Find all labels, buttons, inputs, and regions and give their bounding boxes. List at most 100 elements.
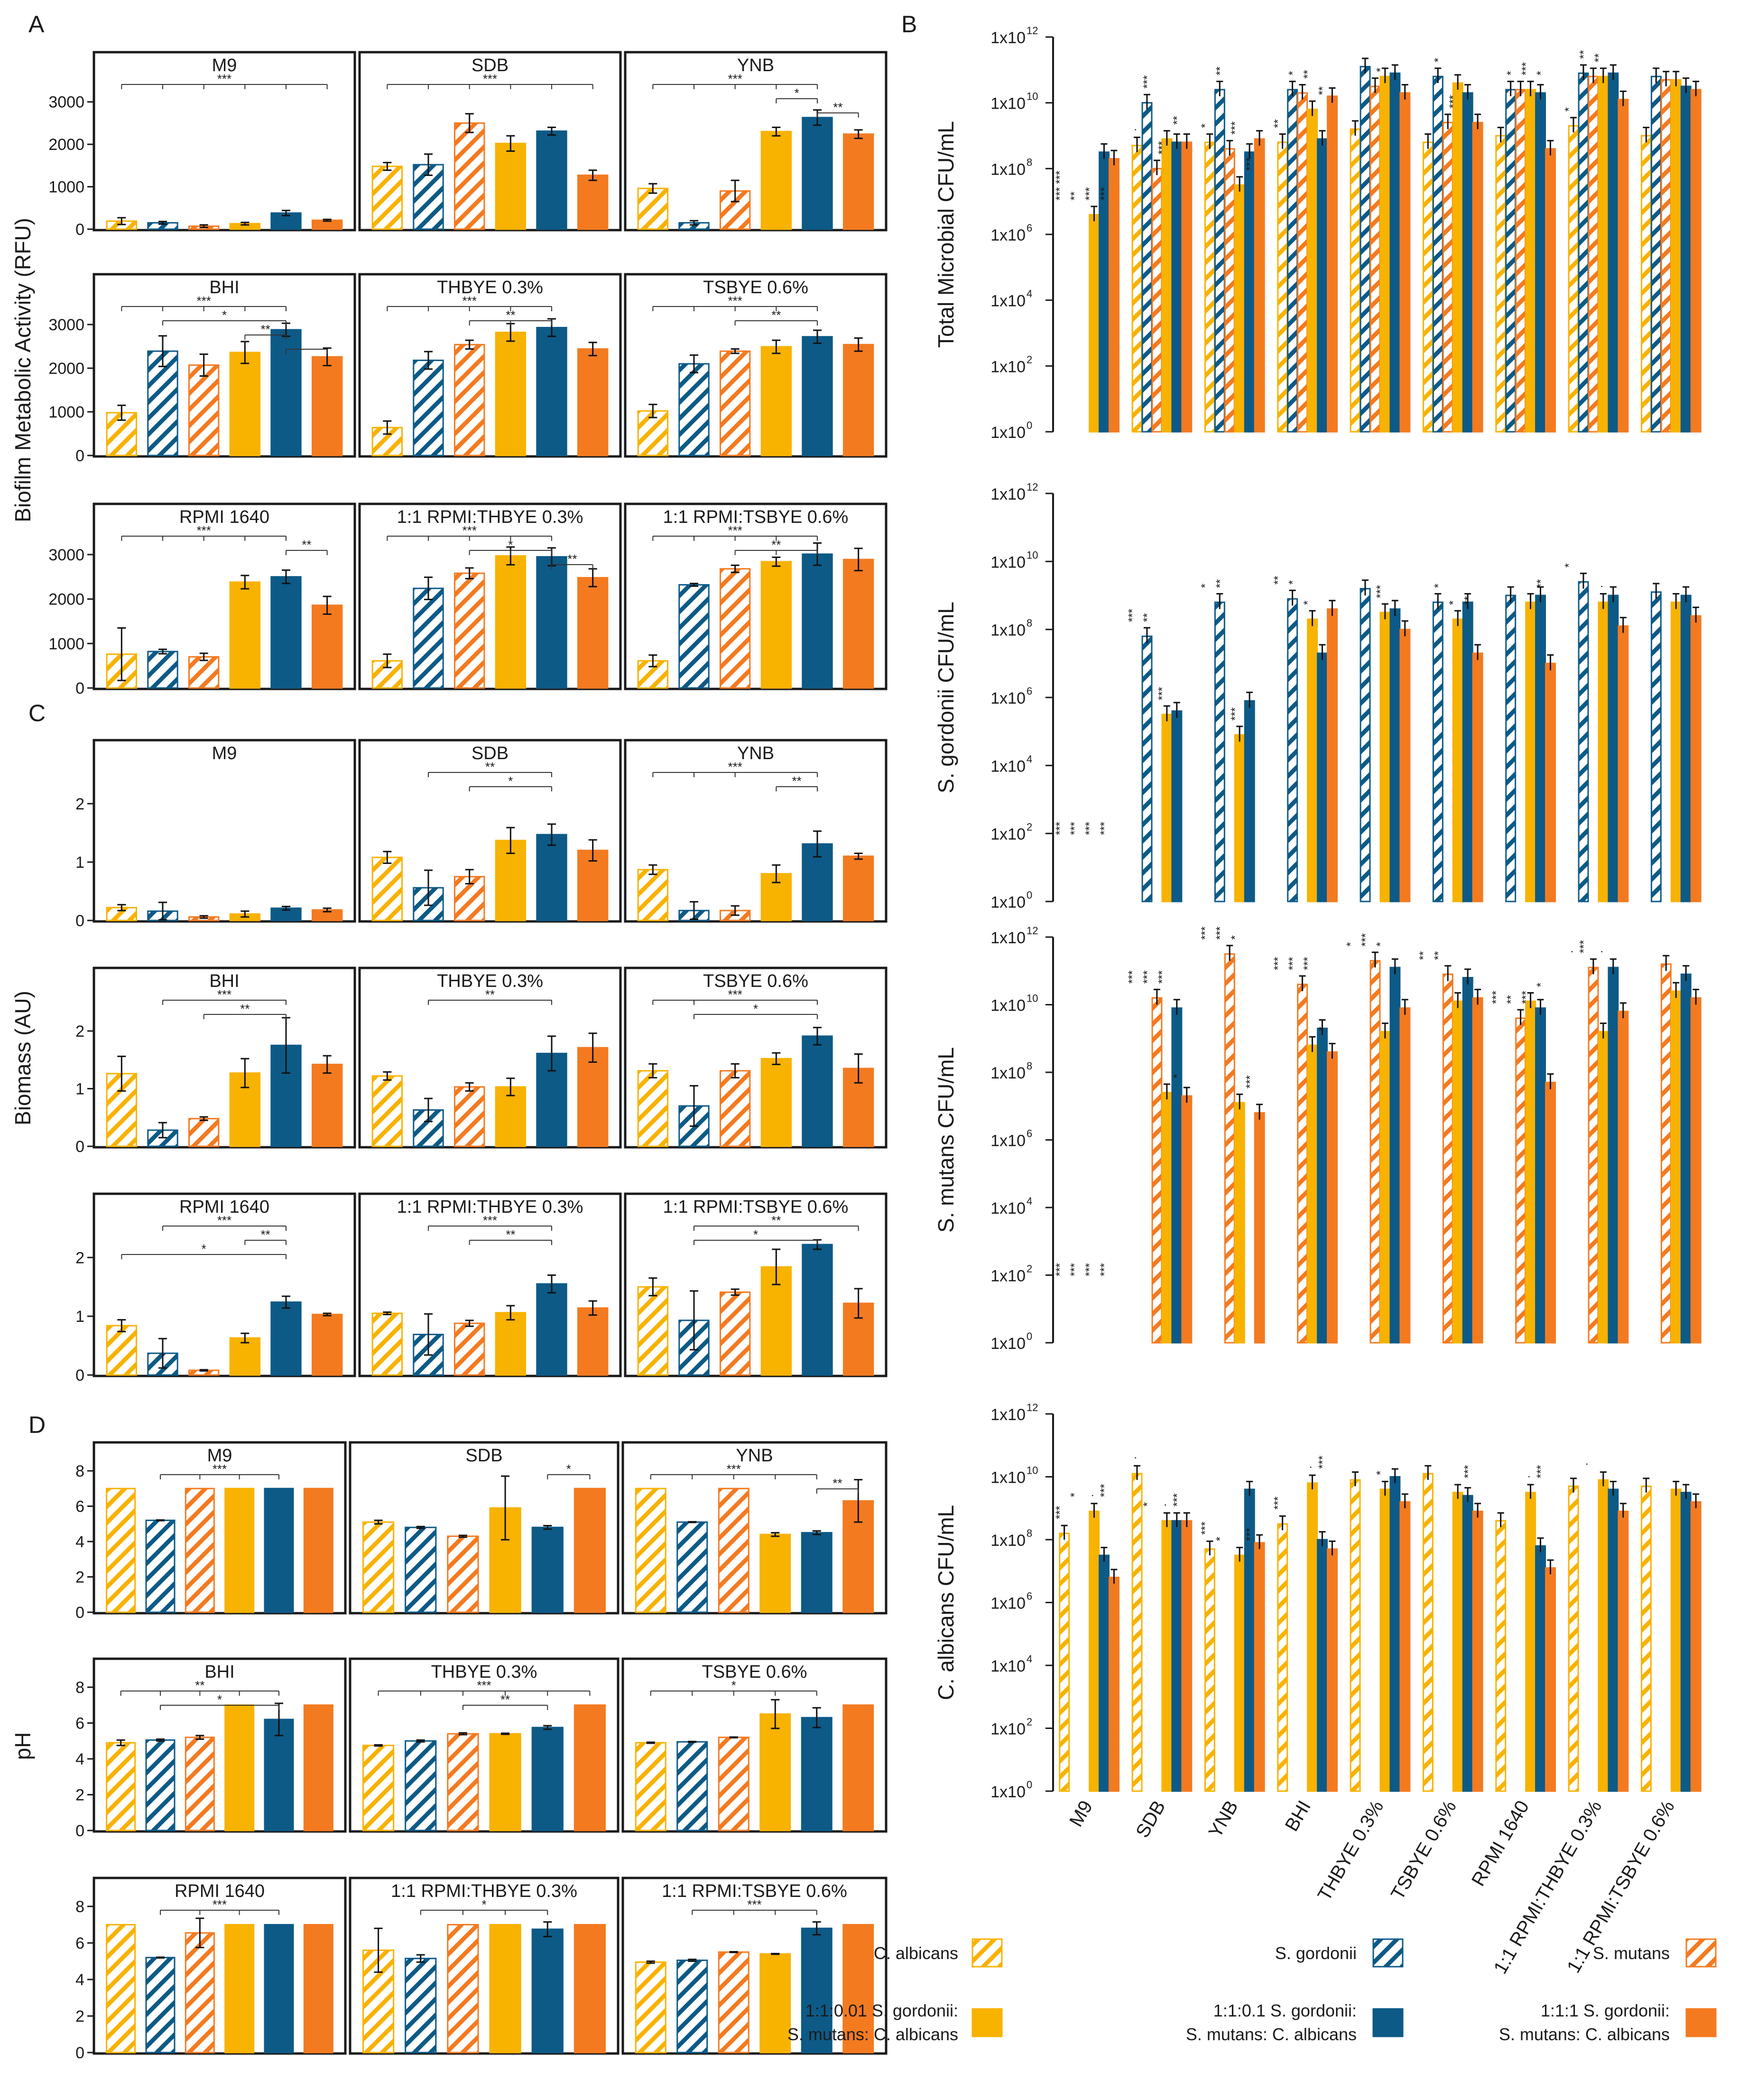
- y-tick-label: 3000: [48, 93, 84, 112]
- significance-label: .: [1520, 1475, 1533, 1478]
- bar-3: [453, 572, 485, 689]
- subplot-title: M9: [207, 1446, 232, 1466]
- significance-label: ***: [196, 523, 211, 538]
- y-tick-exponent: 4: [1027, 1653, 1032, 1665]
- subplot-ph-2: SDB *: [349, 1441, 620, 1615]
- significance-label: ***: [1054, 1263, 1066, 1276]
- significance-label: ***: [1156, 687, 1169, 700]
- y-tick-label: 0: [75, 912, 84, 930]
- significance-label: *: [1286, 580, 1299, 585]
- cfu-bar-4: [1598, 1031, 1609, 1344]
- bar-5: [536, 326, 567, 456]
- y-tick-label: 0: [75, 221, 84, 239]
- y-tick-label: 1x10: [990, 1595, 1026, 1613]
- panel-a-metabolic-activity: Biofilm Metabolic Activity (RFU) M9 0 1000 2…: [10, 51, 888, 697]
- bar-6: [842, 344, 874, 456]
- subplot-metabolic-6: TSBYE 0.6%*****: [624, 273, 888, 458]
- subplot-metabolic-9: 1:1 RPMI:TSBYE 0.6%*****: [624, 502, 888, 690]
- subplot-ph-5: THBYE 0.3%*****: [349, 1657, 620, 1833]
- cfu-bar-3: [1369, 85, 1381, 433]
- cfu-bar-4: [1089, 214, 1100, 433]
- bar-3: [447, 1924, 479, 2054]
- cfu-y-axis-label: S. mutans CFU/mL: [934, 1047, 958, 1233]
- cfu-bar-4: [1670, 79, 1682, 433]
- bar-5: [264, 1924, 294, 2054]
- significance-label: ***: [1244, 1528, 1257, 1541]
- y-tick-label: 1x10: [990, 622, 1026, 640]
- subplot-frame: [92, 273, 356, 458]
- subplot-ph-9: 1:1 RPMI:TSBYE 0.6%***: [621, 1877, 888, 2055]
- significance-bracket: **: [776, 774, 818, 791]
- significance-label: *: [1374, 942, 1387, 947]
- y-tick-label: 2000: [48, 360, 84, 378]
- cfu-bar-5: [1389, 1476, 1401, 1792]
- legend-label-2: S. mutans: C. albicans: [787, 2025, 958, 2044]
- bar-5: [531, 1928, 564, 2054]
- significance-label: *: [202, 1242, 206, 1256]
- bar-5: [536, 834, 567, 921]
- bar-4: [495, 142, 527, 230]
- cfu-bar-6: [1545, 662, 1556, 902]
- y-tick-exponent: 10: [1027, 91, 1038, 102]
- cfu-bar-5: [1680, 85, 1692, 433]
- cfu-bar-1: [1640, 1485, 1652, 1792]
- bar-1: [106, 1487, 136, 1613]
- legend-item: 1:1:1 S. gordonii: S. mutans: C. albicans: [1499, 2001, 1717, 2044]
- bar-5: [536, 130, 567, 230]
- significance-label: ***: [1447, 95, 1460, 108]
- y-tick-label: 2: [75, 2007, 84, 2026]
- cfu-bar-6: [1254, 138, 1265, 433]
- bar-6: [842, 558, 874, 689]
- significance-bracket: *: [469, 774, 552, 791]
- category-label: M9: [1065, 1797, 1097, 1831]
- significance-label: ***: [728, 294, 742, 308]
- cfu-bar-5: [1171, 1520, 1183, 1792]
- significance-label: **: [1171, 116, 1184, 125]
- category-label: RPMI 1640: [1468, 1797, 1533, 1890]
- bar-1: [637, 1286, 669, 1376]
- cfu-bar-6: [1545, 148, 1556, 433]
- cfu-bar-6: [1690, 1501, 1702, 1792]
- significance-label: *: [1563, 107, 1575, 112]
- significance-label: *: [1199, 124, 1212, 128]
- cfu-bar-6: [1618, 1510, 1629, 1792]
- significance-label: ***: [1098, 1484, 1111, 1497]
- cfu-bar-3: [1588, 966, 1599, 1344]
- y-tick-exponent: 6: [1027, 1590, 1032, 1602]
- cfu-bar-4: [1161, 138, 1173, 433]
- y-tick-exponent: 2: [1027, 821, 1032, 833]
- y-tick-label: 1x10: [990, 1657, 1026, 1675]
- significance-label: **: [240, 1002, 250, 1016]
- legend-item: S. mutans: [1593, 1938, 1717, 1968]
- subplot-frame: [92, 739, 356, 923]
- bar-4: [495, 1312, 527, 1376]
- cfu-bar-3: [1224, 148, 1235, 433]
- significance-label: ***: [462, 294, 476, 308]
- significance-bracket: ***: [652, 760, 818, 777]
- cfu-bar-5: [1317, 138, 1328, 433]
- cfu-bar-4: [1525, 601, 1536, 902]
- cfu-bar-1: [1277, 141, 1288, 433]
- significance-bracket: **: [244, 1227, 287, 1245]
- subplot-metabolic-2: SDB***: [358, 51, 622, 232]
- significance-label: **: [485, 987, 495, 1002]
- cfu-y-axis-label: Total Microbial CFU/mL: [934, 121, 958, 348]
- significance-label: **: [1592, 54, 1605, 63]
- cfu-bar-6: [1254, 1542, 1265, 1792]
- legend-swatch: [1685, 1938, 1717, 1968]
- significance-label: ***: [483, 1213, 497, 1227]
- y-tick-label: 1x10: [990, 1199, 1026, 1217]
- bar-5: [802, 1035, 833, 1147]
- bar-4: [760, 346, 792, 456]
- cfu-bar-6: [1472, 652, 1483, 902]
- y-tick-label: 1x10: [990, 997, 1026, 1015]
- y-tick-label: 1x10: [990, 1469, 1026, 1487]
- y-tick-label: 1x10: [990, 929, 1026, 947]
- significance-label: *: [753, 1002, 758, 1016]
- significance-label: ***: [1360, 933, 1372, 947]
- subplot-frame: [92, 1657, 347, 1833]
- y-tick-exponent: 12: [1027, 25, 1038, 37]
- bar-6: [574, 1704, 606, 1831]
- bar-5: [264, 1719, 294, 1831]
- cfu-bar-5: [1389, 966, 1401, 1344]
